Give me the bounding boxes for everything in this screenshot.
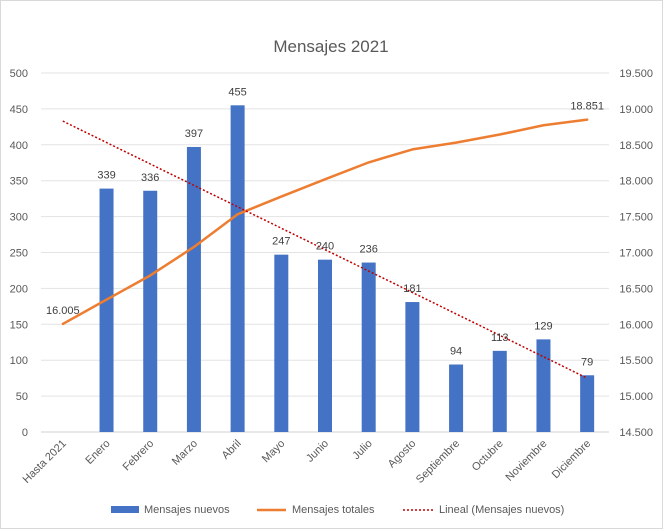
legend-swatch-bars [111, 506, 139, 513]
bar-data-label: 236 [360, 244, 378, 256]
left-tick-label: 200 [10, 283, 28, 295]
left-tick-label: 0 [22, 427, 28, 439]
bar [99, 188, 114, 432]
left-tick-label: 300 [10, 212, 28, 224]
x-tick-label: Diciembre [550, 438, 593, 481]
bar-data-label: 113 [491, 332, 509, 344]
left-tick-label: 150 [10, 319, 28, 331]
bar [361, 262, 376, 432]
right-tick-label: 15.000 [619, 391, 653, 403]
right-tick-label: 17.000 [619, 248, 653, 260]
bar [536, 339, 551, 432]
bar [186, 146, 201, 433]
left-tick-label: 50 [16, 391, 28, 403]
x-tick-label: Agosto [386, 438, 419, 471]
bar-data-label: 455 [228, 86, 246, 98]
left-tick-label: 350 [10, 176, 28, 188]
line-series-path [61, 118, 589, 326]
x-axis-ticks: Hasta 2021 Enero Febrero Marzo Abril Mayo Juni… [21, 438, 594, 486]
right-tick-label: 18.500 [619, 140, 653, 152]
bar-series [99, 105, 595, 433]
bar-data-label: 339 [97, 170, 115, 182]
x-tick-label: Abril [220, 438, 244, 462]
bar [580, 375, 595, 432]
x-tick-label: Julio [350, 438, 374, 462]
bar-data-label: 129 [534, 320, 552, 332]
bar [230, 105, 245, 432]
bar-data-label: 397 [185, 128, 203, 140]
x-tick-label: Mayo [260, 438, 288, 466]
x-tick-label: Junio [304, 438, 331, 465]
right-tick-label: 14.500 [619, 427, 653, 439]
right-tick-label: 16.500 [619, 283, 653, 295]
bar-data-label: 181 [403, 283, 421, 295]
left-tick-label: 400 [10, 140, 28, 152]
x-tick-label: Enero [83, 438, 112, 467]
x-tick-label: Febrero [121, 438, 157, 474]
line-series [61, 118, 589, 326]
bar-data-label: 240 [316, 241, 334, 253]
left-tick-label: 500 [10, 68, 28, 80]
data-labels: 339 336 397 455 247 240 236 181 94 113 129 79 16.005… [46, 86, 604, 368]
line-data-label: 16.005 [46, 305, 80, 317]
bar-data-label: 336 [141, 172, 159, 184]
right-tick-label: 19.000 [619, 104, 653, 116]
legend-label-bars: Mensajes nuevos [144, 504, 230, 516]
bar [318, 259, 332, 432]
x-tick-label: Septiembre [414, 438, 462, 486]
trendline-series [62, 120, 588, 379]
x-tick-label: Octubre [470, 438, 506, 474]
right-tick-label: 17.500 [619, 212, 653, 224]
x-tick-label: Hasta 2021 [21, 438, 69, 486]
chart-title: Mensajes 2021 [273, 37, 388, 56]
trendline-path [62, 120, 588, 379]
x-tick-label: Noviembre [503, 438, 549, 484]
bar [492, 350, 507, 432]
bar [143, 190, 158, 432]
right-axis-ticks: 14.500 15.000 15.500 16.000 16.500 17.000 17.5… [619, 68, 653, 439]
legend-label-trend: Lineal (Mensajes nuevos) [439, 504, 564, 516]
bar [449, 364, 464, 432]
left-tick-label: 450 [10, 104, 28, 116]
bar [274, 254, 289, 432]
right-tick-label: 18.000 [619, 176, 653, 188]
left-tick-label: 100 [10, 355, 28, 367]
bar-data-label: 94 [450, 346, 462, 358]
x-tick-label: Marzo [170, 438, 200, 468]
left-axis-ticks: 0 50 100 150 200 250 300 350 400 450 500 [10, 68, 28, 439]
legend-label-line: Mensajes totales [292, 504, 375, 516]
left-tick-label: 250 [10, 248, 28, 260]
right-tick-label: 19.500 [619, 68, 653, 80]
right-tick-label: 15.500 [619, 355, 653, 367]
bar-data-label: 79 [581, 356, 593, 368]
line-data-label: 18.851 [570, 101, 604, 113]
bar [405, 302, 420, 432]
legend: Mensajes nuevos Mensajes totales Lineal (M… [111, 504, 564, 516]
right-tick-label: 16.000 [619, 319, 653, 331]
bar-data-label: 247 [272, 236, 290, 248]
